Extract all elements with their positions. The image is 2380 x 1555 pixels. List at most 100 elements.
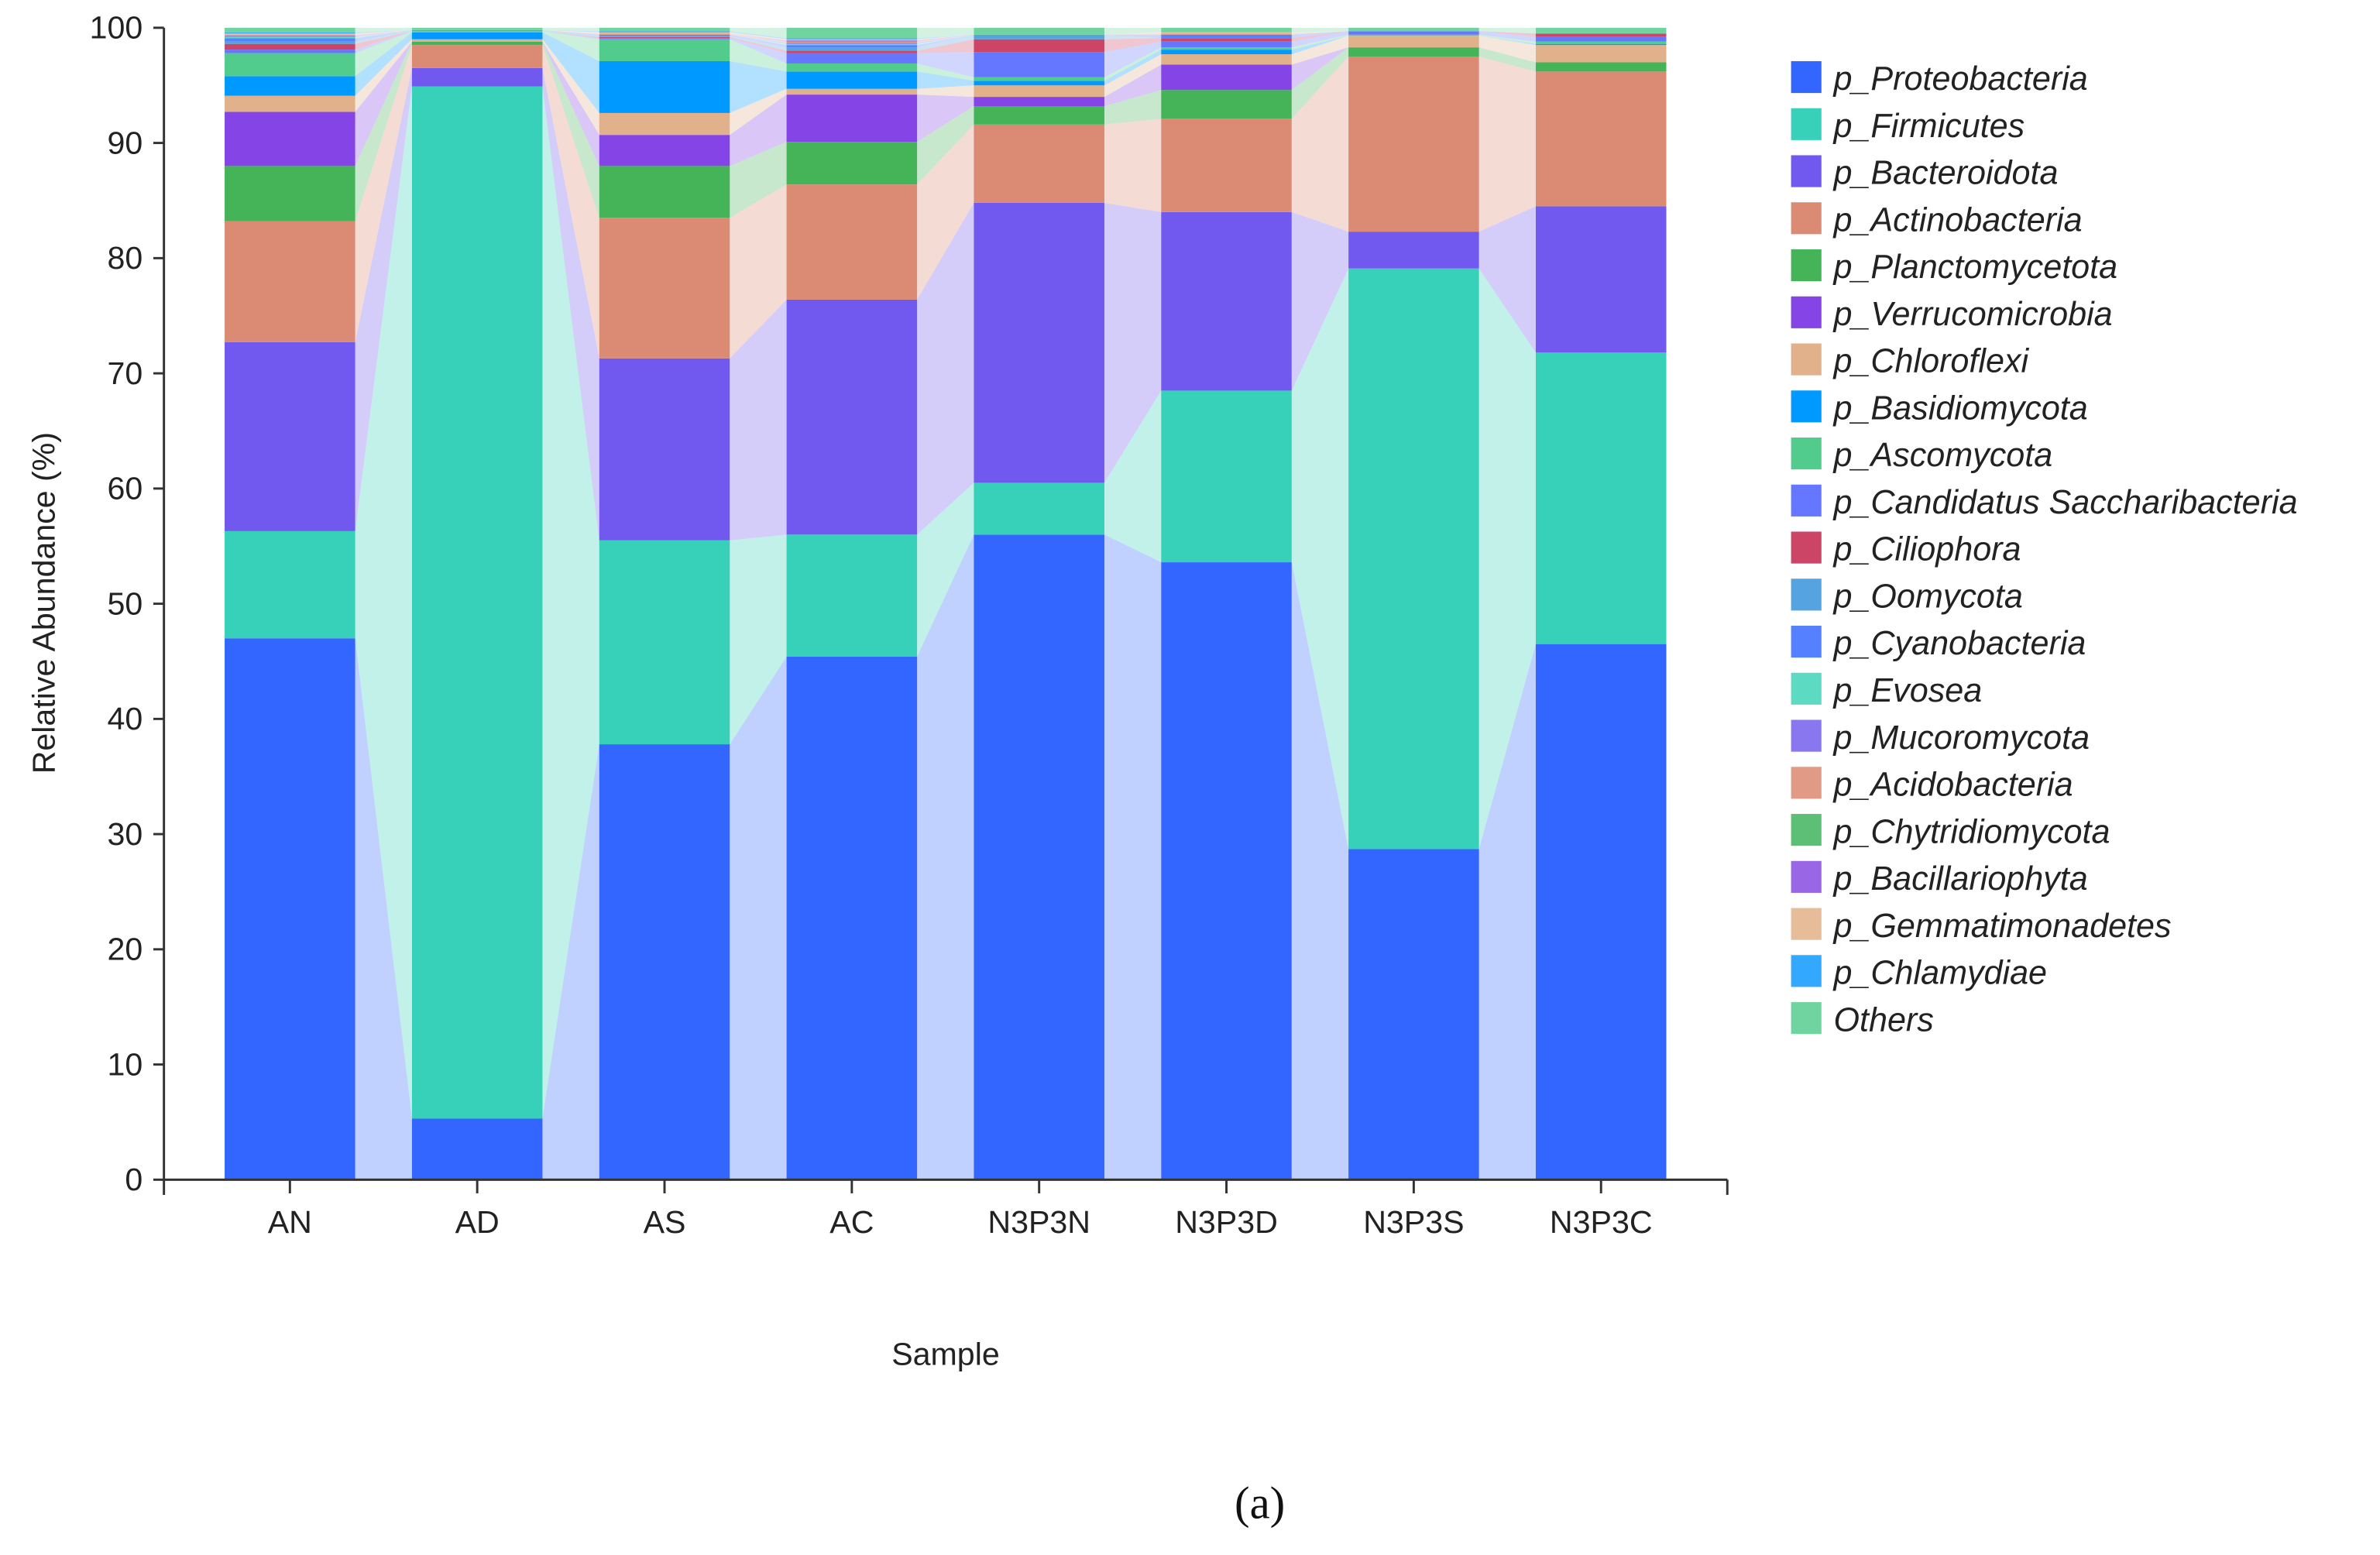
y-tick-label: 30 [107, 816, 143, 852]
bar-segment [599, 31, 730, 33]
legend-swatch [1791, 390, 1822, 423]
legend-swatch [1791, 814, 1822, 846]
legend-label: p_Chloroflexi [1832, 343, 2029, 380]
bar-segment [1535, 27, 1667, 34]
bar-segment [1535, 352, 1667, 644]
flow-band [1104, 50, 1162, 86]
legend-swatch [1791, 860, 1822, 893]
flow-band [730, 657, 787, 1180]
legend-label: p_Ciliophora [1832, 531, 2021, 568]
bar-segment [786, 41, 918, 43]
x-tick-label: N3P3C [1550, 1204, 1653, 1240]
flow-band [1104, 34, 1162, 39]
legend-swatch [1791, 1002, 1822, 1035]
bar-segment [225, 112, 355, 166]
flow-band [542, 32, 599, 113]
flow-band [1291, 57, 1349, 232]
bar-segment [225, 342, 355, 531]
legend-swatch [1791, 955, 1822, 987]
y-tick-label: 80 [107, 240, 143, 276]
flow-band [542, 41, 599, 166]
y-tick-label: 90 [107, 125, 143, 160]
flow-band [542, 31, 599, 61]
legend-label: p_Cyanobacteria [1832, 625, 2086, 662]
bar-segment [599, 744, 730, 1180]
legend-label: p_Gemmatimonadetes [1832, 908, 2171, 945]
bar-segment [599, 358, 730, 541]
flow-band [542, 86, 599, 1119]
flow-band [355, 45, 412, 342]
bar-segment [1348, 232, 1479, 269]
legend-label: p_Actinobacteria [1832, 201, 2082, 239]
bar-segment [599, 27, 730, 32]
flow-band [355, 32, 412, 96]
legend-label: p_Chytridiomycota [1832, 813, 2110, 850]
bar-segment [786, 534, 918, 657]
bar-segment [974, 27, 1104, 35]
flow-band [1291, 31, 1349, 35]
legend-swatch [1791, 60, 1822, 94]
bar-segment [786, 47, 918, 51]
flow-band [1291, 27, 1349, 33]
flow-band [730, 34, 787, 46]
y-tick-label: 20 [107, 932, 143, 967]
legend-swatch [1791, 249, 1822, 282]
flow-band [542, 67, 599, 541]
bar-segment [225, 33, 355, 35]
legend-swatch [1791, 108, 1822, 140]
bar-segment [974, 77, 1104, 81]
bar-segment [599, 38, 730, 39]
flow-band [730, 33, 787, 43]
flow-band [355, 39, 412, 112]
legend-label: p_Evosea [1832, 672, 1982, 709]
bar-segment [225, 166, 355, 221]
bar-segment [786, 299, 918, 535]
bar-segment [1161, 27, 1292, 33]
bar-segment [225, 50, 355, 53]
y-tick-label: 0 [125, 1162, 143, 1197]
flow-band [542, 29, 599, 37]
bar-segment [599, 166, 730, 218]
flow-band [1291, 211, 1349, 391]
bar-segment [1348, 31, 1479, 35]
y-axis-label: Relative Abundance (%) [26, 432, 62, 774]
flow-band [730, 534, 787, 745]
flow-band [542, 29, 599, 36]
flow-band [1104, 202, 1162, 483]
flow-band [1291, 31, 1349, 39]
flow-band [542, 45, 599, 359]
bar-segment [1535, 206, 1667, 353]
y-tick-label: 70 [107, 355, 143, 391]
bar-segment [599, 34, 730, 36]
flow-band [1291, 36, 1349, 55]
flow-band [730, 38, 787, 64]
bar-segment [1161, 50, 1292, 55]
flow-band [542, 31, 599, 39]
bar-segment [1535, 71, 1667, 207]
bar-segment [974, 52, 1104, 77]
bar-segment [1161, 34, 1292, 39]
legend-swatch [1791, 626, 1822, 658]
flow-band [917, 124, 974, 300]
bar-segment [225, 530, 355, 639]
flow-band [730, 88, 787, 136]
bar-segment [974, 534, 1104, 1180]
legend-swatch [1791, 908, 1822, 940]
y-tick-label: 40 [107, 701, 143, 736]
bar-segment [599, 218, 730, 359]
flow-band [730, 60, 787, 113]
flow-band [1104, 118, 1162, 212]
flow-band [1291, 562, 1349, 1180]
bar-segment [786, 53, 918, 64]
x-tick-label: AC [829, 1204, 874, 1240]
flow-band [917, 27, 974, 39]
bar-segment [1161, 390, 1292, 563]
bar-segment [225, 638, 355, 1180]
legend-swatch [1791, 155, 1822, 187]
flow-band [1104, 47, 1162, 81]
flow-bands [355, 27, 1536, 1180]
x-tick-label: AD [455, 1204, 500, 1240]
x-tick-label: N3P3S [1363, 1204, 1464, 1240]
y-tick-label: 100 [90, 10, 143, 46]
